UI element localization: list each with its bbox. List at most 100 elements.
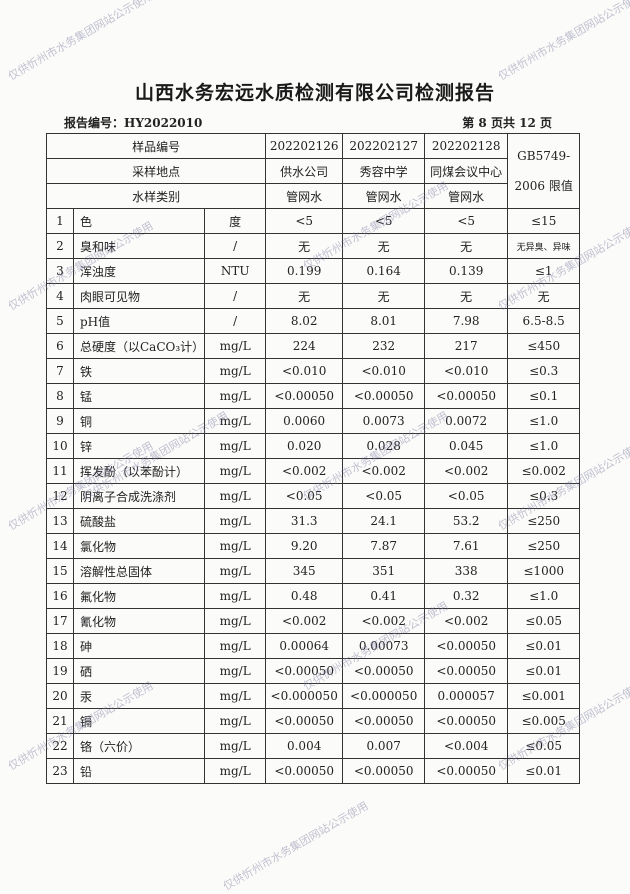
unit: / xyxy=(204,233,267,259)
sample-value: <0.00050 xyxy=(265,658,344,684)
unit: mg/L xyxy=(204,608,267,634)
sample-value: <0.00050 xyxy=(342,383,426,409)
row-index: 7 xyxy=(46,358,74,384)
sample-value: 0.0073 xyxy=(342,408,426,434)
standard-limit: ≤0.002 xyxy=(507,458,581,484)
parameter-name: 锌 xyxy=(72,433,206,459)
sample-value: <0.05 xyxy=(265,483,344,509)
standard-limit: ≤1.0 xyxy=(507,408,581,434)
sample-value: 0.0060 xyxy=(265,408,344,434)
unit: mg/L xyxy=(204,458,267,484)
sample-value: 8.02 xyxy=(265,308,344,334)
sample-value: 0.00073 xyxy=(342,633,426,659)
sample-value: <5 xyxy=(342,208,426,234)
unit: mg/L xyxy=(204,533,267,559)
page-info: 第 8 页共 12 页 xyxy=(462,116,552,130)
watermark: 仅供忻州市水务集团网站公示使用 xyxy=(496,0,630,83)
table-row: 16 氟化物 mg/L 0.48 0.41 0.32 ≤1.0 xyxy=(46,583,581,609)
sample-value: 31.3 xyxy=(265,508,344,534)
sample-value: 0.139 xyxy=(424,258,509,284)
sample-value: 0.32 xyxy=(424,583,509,609)
parameter-name: 镉 xyxy=(72,708,206,734)
unit: / xyxy=(204,308,267,334)
table-row: 21 镉 mg/L <0.00050 <0.00050 <0.00050 ≤0.005 xyxy=(46,708,581,734)
parameter-name: 铬（六价） xyxy=(72,733,206,759)
unit: / xyxy=(204,283,267,309)
unit: mg/L xyxy=(204,433,267,459)
sample-value: <0.00050 xyxy=(265,708,344,734)
parameter-name: 阴离子合成洗涤剂 xyxy=(72,483,206,509)
row-index: 22 xyxy=(46,733,74,759)
sample-value: 0.007 xyxy=(342,733,426,759)
sample-value: 0.045 xyxy=(424,433,509,459)
sample-value: <0.002 xyxy=(342,458,426,484)
sample-value: 338 xyxy=(424,558,509,584)
sample-no: 202202126 xyxy=(265,133,344,159)
sample-value: <0.00050 xyxy=(424,708,509,734)
sample-value: <0.00050 xyxy=(424,383,509,409)
row-index: 9 xyxy=(46,408,74,434)
sample-value: 0.004 xyxy=(265,733,344,759)
row-index: 21 xyxy=(46,708,74,734)
table-row: 15 溶解性总固体 mg/L 345 351 338 ≤1000 xyxy=(46,558,581,584)
sample-value: 0.000057 xyxy=(424,683,509,709)
type-label: 水样类别 xyxy=(45,183,267,209)
row-index: 11 xyxy=(46,458,74,484)
row-index: 13 xyxy=(46,508,74,534)
table-row: 23 铅 mg/L <0.00050 <0.00050 <0.00050 ≤0.01 xyxy=(46,758,581,784)
report-title: 山西水务宏远水质检测有限公司检测报告 xyxy=(134,82,495,104)
parameter-name: 汞 xyxy=(72,683,206,709)
standard-limit: ≤1.0 xyxy=(507,583,581,609)
table-row: 8 锰 mg/L <0.00050 <0.00050 <0.00050 ≤0.1 xyxy=(46,383,581,409)
sample-value: 0.020 xyxy=(265,433,344,459)
unit: mg/L xyxy=(204,508,267,534)
standard-limit: ≤0.01 xyxy=(507,758,581,784)
unit: NTU xyxy=(204,258,267,284)
standard-header: GB5749- 2006 限值 xyxy=(507,133,581,209)
sample-value: <0.002 xyxy=(424,608,509,634)
sample-value: 0.00064 xyxy=(265,633,344,659)
row-index: 2 xyxy=(46,233,74,259)
parameter-name: 挥发酚（以苯酚计） xyxy=(72,458,206,484)
sample-value: <0.00050 xyxy=(424,633,509,659)
unit: mg/L xyxy=(204,708,267,734)
standard-limit: 无 xyxy=(507,283,581,309)
sample-value: 7.61 xyxy=(424,533,509,559)
sample-type: 管网水 xyxy=(342,183,426,209)
sample-value: 0.41 xyxy=(342,583,426,609)
sample-value: 7.87 xyxy=(342,533,426,559)
row-index: 14 xyxy=(46,533,74,559)
table-row: 1 色度 <5 <5 <5 ≤15 xyxy=(46,208,581,234)
unit: mg/L xyxy=(204,358,267,384)
table-row: 7 铁 mg/L <0.010 <0.010 <0.010 ≤0.3 xyxy=(46,358,581,384)
table-row: 6 总硬度（以CaCO₃计） mg/L 224 232 217 ≤450 xyxy=(46,333,581,359)
sample-value: <0.010 xyxy=(342,358,426,384)
sample-value: <0.010 xyxy=(265,358,344,384)
parameter-name: 锰 xyxy=(72,383,206,409)
parameter-name: 氯化物 xyxy=(72,533,206,559)
sample-value: 9.20 xyxy=(265,533,344,559)
row-index: 15 xyxy=(46,558,74,584)
standard-limit: ≤1 xyxy=(507,258,581,284)
header-row-location: 采样地点 供水公司 秀容中学 同煤会议中心 xyxy=(45,158,580,184)
sample-location: 供水公司 xyxy=(265,158,344,184)
standard-limit: ≤0.01 xyxy=(507,633,581,659)
standard-limit: ≤250 xyxy=(507,508,581,534)
sample-value: 217 xyxy=(424,333,509,359)
parameter-name: 总硬度（以CaCO₃计） xyxy=(72,333,206,359)
unit: mg/L xyxy=(204,558,267,584)
sample-value: <0.002 xyxy=(265,458,344,484)
sample-value: <0.00050 xyxy=(342,658,426,684)
watermark: 仅供忻州市水务集团网站公示使用 xyxy=(6,0,156,83)
sample-value: 无 xyxy=(265,233,344,259)
table-row: 9 铜 mg/L 0.0060 0.0073 0.0072 ≤1.0 xyxy=(46,408,581,434)
parameter-name: 溶解性总固体 xyxy=(72,558,206,584)
sample-value: 无 xyxy=(342,233,426,259)
standard-limit: ≤1.0 xyxy=(507,433,581,459)
sample-value: <0.00050 xyxy=(265,383,344,409)
table-row: 2 臭和味 / 无无无无异臭、异味 xyxy=(46,233,581,259)
sample-type: 管网水 xyxy=(424,183,509,209)
standard-limit: ≤0.05 xyxy=(507,733,581,759)
standard-limit: ≤0.3 xyxy=(507,358,581,384)
header-row-sample-no: 样品编号 202202126 202202127 202202128 GB574… xyxy=(45,133,581,209)
